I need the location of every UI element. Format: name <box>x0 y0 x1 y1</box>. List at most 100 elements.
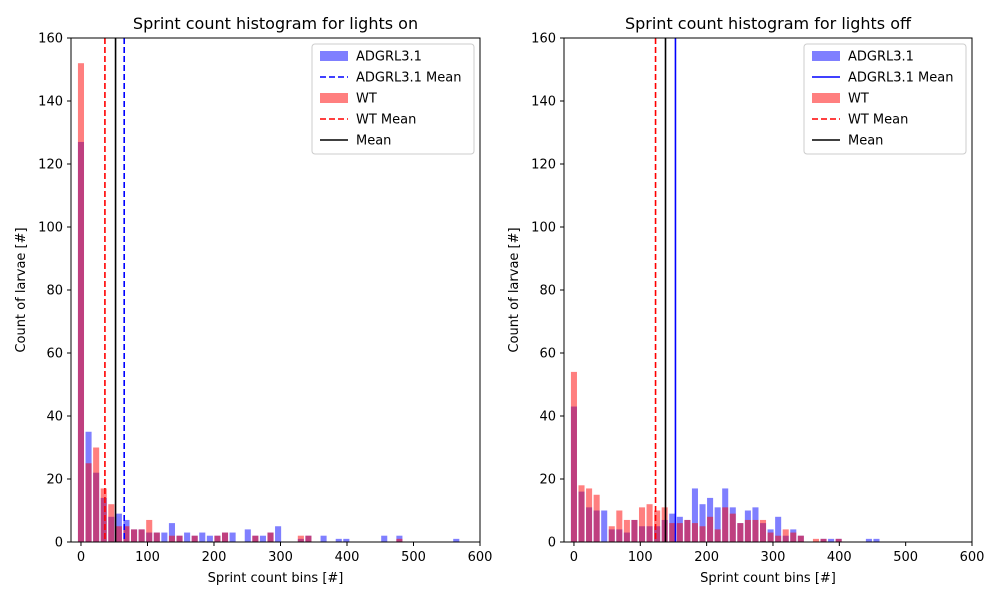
bar <box>654 510 661 542</box>
bar <box>153 532 160 542</box>
bar <box>85 463 92 542</box>
bar <box>828 538 835 542</box>
y-tick-label: 20 <box>539 473 556 488</box>
bar <box>775 535 782 542</box>
bar <box>176 535 183 542</box>
bar <box>714 507 721 542</box>
legend-label: WT Mean <box>848 113 908 128</box>
bar <box>676 523 683 542</box>
bar <box>865 538 872 542</box>
bar <box>305 535 312 542</box>
bar <box>608 526 615 542</box>
bar <box>593 494 600 542</box>
y-tick-label: 60 <box>46 347 63 362</box>
bar <box>199 532 206 542</box>
bar <box>453 538 460 542</box>
y-tick-label: 0 <box>55 536 63 551</box>
x-tick-label: 500 <box>401 550 426 565</box>
legend-label: WT <box>848 92 869 107</box>
legend-box <box>311 43 475 155</box>
x-axis-ticks: 0 100 200 300 400 500 600 <box>77 542 493 565</box>
legend-swatch <box>320 93 348 103</box>
y-tick-label: 140 <box>38 95 63 110</box>
bar <box>646 504 653 542</box>
x-tick-label: 300 <box>761 550 786 565</box>
plot-area <box>563 37 973 543</box>
x-tick-label: 0 <box>77 550 85 565</box>
y-tick-label: 40 <box>539 410 556 425</box>
legend-swatch <box>320 51 348 61</box>
bar <box>737 523 744 542</box>
bar <box>320 535 327 542</box>
legend-label: ADGRL3.1 Mean <box>356 71 461 86</box>
legend-box <box>803 43 967 155</box>
y-tick-label: 80 <box>539 284 556 299</box>
bar <box>93 447 100 542</box>
bar <box>714 529 721 542</box>
bar <box>752 519 759 542</box>
bar <box>570 371 577 542</box>
legend: ADGRL3.1 ADGRL3.1 Mean WT WT Mean Mean <box>311 43 475 155</box>
bar <box>760 519 767 542</box>
y-axis-ticks: 0 20 40 60 80 100 120 140 160 <box>531 32 564 551</box>
x-tick-label: 600 <box>960 550 985 565</box>
bar <box>267 532 274 542</box>
bar <box>873 538 880 542</box>
bar <box>699 526 706 542</box>
x-tick-label: 200 <box>694 550 719 565</box>
bar <box>244 529 251 542</box>
x-tick-label: 400 <box>335 550 360 565</box>
plot-area <box>70 37 481 543</box>
legend-label: WT <box>356 92 377 107</box>
chart-lights-on: Sprint count histogram for lights on 0 10… <box>14 14 492 586</box>
bar <box>820 538 827 542</box>
y-tick-label: 160 <box>531 32 556 47</box>
legend: ADGRL3.1 ADGRL3.1 Mean WT WT Mean Mean <box>803 43 967 155</box>
bar <box>699 504 706 542</box>
bar <box>275 526 282 542</box>
chart-title: Sprint count histogram for lights off <box>625 14 912 33</box>
y-axis-label: Count of larvae [#] <box>14 227 29 352</box>
bar <box>835 538 842 542</box>
y-tick-label: 120 <box>38 158 63 173</box>
bar <box>191 535 198 542</box>
y-tick-label: 140 <box>531 95 556 110</box>
legend-label: Mean <box>848 134 883 149</box>
legend-label: ADGRL3.1 <box>848 50 914 65</box>
legend-swatch <box>812 93 840 103</box>
chart-lights-off: Sprint count histogram for lights off 0 1… <box>507 14 984 586</box>
y-tick-label: 100 <box>531 221 556 236</box>
bar <box>707 516 714 542</box>
bar <box>631 519 638 542</box>
legend-label: ADGRL3.1 Mean <box>848 71 953 86</box>
bar <box>381 535 388 542</box>
x-tick-label: 200 <box>202 550 227 565</box>
bar <box>108 504 115 542</box>
bar <box>168 523 175 542</box>
bar <box>138 529 145 542</box>
bar <box>691 488 698 542</box>
y-tick-label: 100 <box>38 221 63 236</box>
x-tick-label: 600 <box>468 550 493 565</box>
bar <box>343 538 350 542</box>
bar <box>184 532 191 542</box>
bar <box>115 526 122 542</box>
x-tick-label: 400 <box>827 550 852 565</box>
bar <box>396 538 403 542</box>
bar <box>229 532 236 542</box>
x-tick-label: 0 <box>570 550 578 565</box>
legend-label: ADGRL3.1 <box>356 50 422 65</box>
bar <box>684 519 691 542</box>
bar <box>623 519 630 542</box>
bar <box>616 510 623 542</box>
y-tick-label: 20 <box>46 473 63 488</box>
bar <box>221 532 229 542</box>
bar <box>146 519 153 542</box>
x-tick-label: 300 <box>268 550 293 565</box>
bar <box>586 488 593 542</box>
bar <box>669 523 676 542</box>
bar <box>578 485 585 542</box>
bar <box>206 535 213 542</box>
bar <box>259 535 266 542</box>
